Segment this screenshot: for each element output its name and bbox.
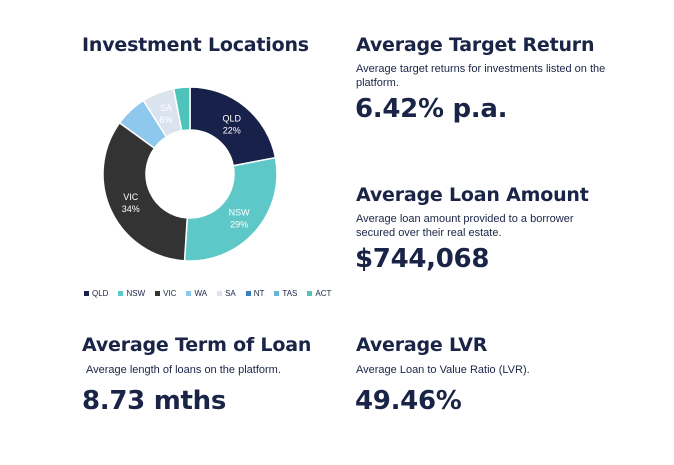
legend-label: ACT (315, 289, 332, 298)
loan-amount-desc: Average loan amount provided to a borrow… (356, 213, 574, 239)
legend-swatch (245, 291, 251, 296)
slice-value-vic: 34% (122, 204, 140, 214)
loan-term-desc: Average length of loans on the platform. (86, 364, 281, 376)
slice-value-sa: 6% (159, 115, 172, 125)
chart-legend: QLD NSW VIC WA SA NT TAS ACT (84, 289, 331, 298)
target-return-value: 6.42% p.a. (355, 94, 508, 124)
loan-amount-title: Average Loan Amount (356, 184, 589, 206)
target-return-desc: Average target returns for investments l… (356, 63, 606, 89)
legend-swatch (186, 291, 192, 296)
legend-item-sa: SA (217, 289, 236, 298)
slice-value-nsw: 29% (230, 219, 248, 229)
slice-label-sa: SA (160, 103, 172, 113)
loan-term-title: Average Term of Loan (82, 334, 312, 356)
slice-label-vic: VIC (123, 192, 139, 202)
legend-item-vic: VIC (155, 289, 176, 298)
legend-swatch (274, 291, 280, 296)
legend-item-wa: WA (186, 289, 207, 298)
legend-label: QLD (92, 289, 109, 298)
loan-term-value: 8.73 mths (82, 386, 227, 416)
loan-amount-value: $744,068 (355, 244, 490, 274)
legend-item-nt: NT (245, 289, 265, 298)
lvr-title: Average LVR (356, 334, 488, 356)
target-return-title: Average Target Return (356, 34, 595, 56)
lvr-desc: Average Loan to Value Ratio (LVR). (356, 364, 530, 376)
legend-label: TAS (282, 289, 298, 298)
legend-label: WA (194, 289, 208, 298)
donut-slice-vic (102, 121, 189, 262)
slice-label-qld: QLD (222, 114, 241, 124)
slice-value-qld: 22% (223, 126, 241, 136)
legend-item-act: ACT (307, 289, 331, 298)
donut-slice-nsw (183, 156, 278, 262)
slice-label-nsw: NSW (229, 207, 251, 217)
legend-swatch (217, 291, 223, 296)
legend-item-tas: TAS (274, 289, 297, 298)
donut-chart: QLD 22% NSW 29% VIC 34% SA 6% (80, 70, 320, 280)
legend-label: NT (253, 289, 265, 298)
donut-slice-act (172, 86, 191, 132)
legend-item-qld: QLD (84, 289, 108, 298)
legend-swatch (84, 291, 89, 296)
lvr-value: 49.46% (355, 386, 462, 416)
legend-item-nsw: NSW (118, 289, 145, 298)
legend-swatch (155, 291, 161, 296)
chart-title: Investment Locations (82, 34, 309, 56)
legend-swatch (307, 291, 313, 296)
legend-label: SA (225, 289, 236, 298)
legend-label: NSW (126, 289, 146, 298)
legend-label: VIC (163, 289, 177, 298)
legend-swatch (118, 291, 124, 296)
donut-chart-svg: QLD 22% NSW 29% VIC 34% SA 6% (102, 86, 278, 262)
